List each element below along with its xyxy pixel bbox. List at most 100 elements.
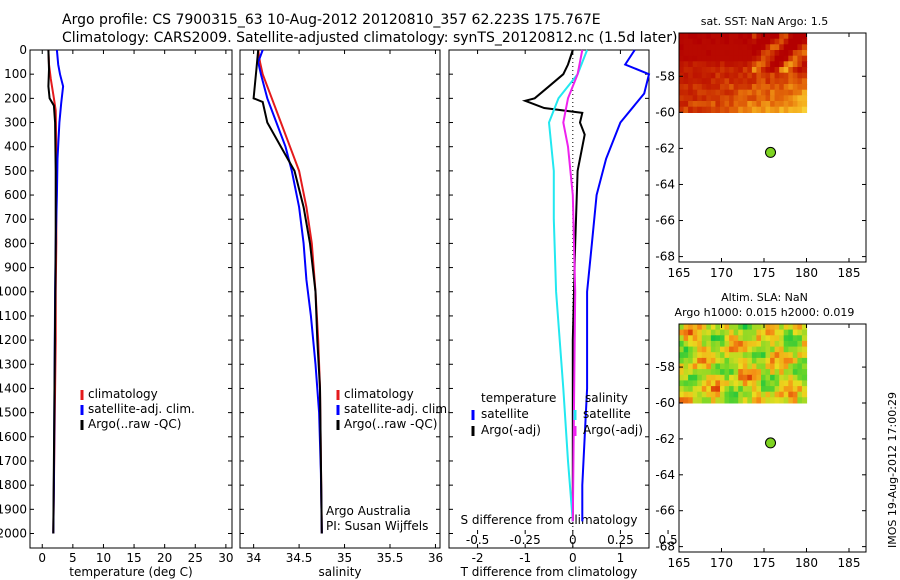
field-cell <box>688 357 694 365</box>
field-cell <box>710 95 717 102</box>
field-cell <box>756 340 762 348</box>
series-line-t-argo-adj- <box>521 49 586 522</box>
field-cell <box>729 106 735 113</box>
field-cell <box>770 38 776 45</box>
field-cell <box>697 335 703 342</box>
field-cell <box>701 55 707 62</box>
field-cell <box>779 101 785 108</box>
field-cell <box>770 374 776 381</box>
field-cell <box>724 106 730 113</box>
field-cell <box>742 101 748 108</box>
field-cell <box>701 346 707 353</box>
map-panel-sla: Altim. SLA: NaN Argo h1000: 0.015 h2000: … <box>655 291 867 570</box>
map-x-tick-label: 185 <box>838 266 861 280</box>
field-cell <box>788 369 794 376</box>
field-cell <box>742 369 748 376</box>
panel-frame <box>29 49 233 549</box>
field-cell <box>692 78 698 85</box>
field-cell <box>724 67 730 74</box>
y-tick-label: 300 <box>4 116 27 130</box>
field-cell <box>747 380 753 387</box>
map-x-tick-label: 185 <box>838 556 861 570</box>
field-cell <box>724 335 730 342</box>
field-cell <box>756 380 762 387</box>
field-cell <box>774 106 780 113</box>
field-cell <box>742 386 748 393</box>
field-cell <box>742 397 748 404</box>
field-cell <box>715 89 721 96</box>
field-cell <box>710 324 717 331</box>
field-cell <box>792 106 798 113</box>
field-cell <box>783 374 789 381</box>
y-tick-label: 1700 <box>0 454 27 468</box>
field-cell <box>765 33 771 40</box>
field-cell <box>797 397 803 404</box>
field-cell <box>761 106 767 113</box>
field-cell <box>692 38 698 45</box>
field-cell <box>756 67 762 74</box>
field-cell <box>688 346 694 353</box>
field-cell <box>729 44 735 51</box>
field-cell <box>688 329 694 336</box>
field-cell <box>792 50 798 57</box>
legend-label: satellite-adj. clim. <box>344 402 451 416</box>
field-cell <box>747 374 753 381</box>
field-cell <box>797 101 803 108</box>
field-cell <box>679 78 685 85</box>
field-cell <box>679 95 685 102</box>
field-cell <box>783 346 789 353</box>
field-cell <box>761 346 767 353</box>
field-cell <box>679 38 685 45</box>
field-cell <box>724 386 730 393</box>
field-cell <box>733 67 739 74</box>
field-cell <box>779 346 785 353</box>
field-cell <box>706 346 712 353</box>
field-cell <box>697 55 703 62</box>
field-cell <box>715 369 721 376</box>
field-cell <box>683 33 689 40</box>
field-cell <box>792 340 798 348</box>
field-cell <box>742 50 748 57</box>
field-cell <box>724 352 730 359</box>
field-cell <box>697 61 703 68</box>
field-cell <box>792 95 798 102</box>
imos-timestamp: IMOS 19-Aug-2012 17:00:29 <box>886 392 899 548</box>
field-cell <box>765 340 771 348</box>
field-cell <box>720 78 726 85</box>
map-title: Altim. SLA: NaN <box>721 291 808 304</box>
field-cell <box>747 346 753 353</box>
field-cell <box>688 67 694 74</box>
field-cell <box>720 391 726 398</box>
field-cell <box>679 397 685 404</box>
field-cell <box>701 44 707 51</box>
field-cell <box>761 369 767 376</box>
field-cell <box>697 329 703 336</box>
field-cell <box>756 106 762 113</box>
field-cell <box>770 380 776 387</box>
legend-label: Argo(..raw -QC) <box>344 417 437 431</box>
field-cell <box>779 89 785 96</box>
field-cell <box>801 324 808 331</box>
field-cell <box>761 391 767 398</box>
field-cell <box>688 61 694 68</box>
legend-label: satellite <box>481 407 529 421</box>
field-cell <box>783 352 789 359</box>
field-cell <box>733 357 739 365</box>
field-cell <box>765 324 771 331</box>
field-cell <box>779 84 785 91</box>
series-line-t-satellite <box>581 49 651 522</box>
field-cell <box>797 363 803 370</box>
field-cell <box>701 374 707 381</box>
field-cell <box>724 346 730 353</box>
map-y-tick-label: -68 <box>655 540 675 554</box>
field-cell <box>692 397 698 404</box>
field-cell <box>706 380 712 387</box>
field-cell <box>738 329 744 336</box>
field-cell <box>756 369 762 376</box>
field-cell <box>729 61 735 68</box>
field-cell <box>779 363 785 370</box>
field-cell <box>683 386 689 393</box>
map-x-tick-label: 170 <box>710 266 733 280</box>
field-cell <box>688 380 694 387</box>
field-cell <box>729 67 735 74</box>
